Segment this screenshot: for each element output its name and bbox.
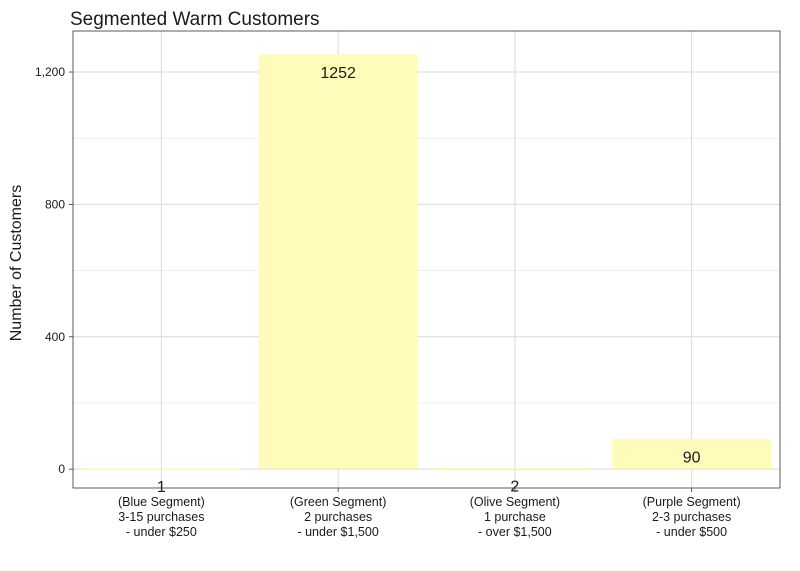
x-category-label: (Green Segment) 2 purchases - under $1,500 (290, 495, 387, 539)
data-label: 90 (683, 449, 701, 466)
x-category-labels: (Blue Segment) 3-15 purchases - under $250… (118, 488, 741, 539)
y-tick-labels: 0 400 800 1,200 (35, 65, 73, 476)
y-tick-label: 1,200 (35, 65, 65, 79)
bar (612, 438, 772, 469)
chart-title: Segmented Warm Customers (70, 9, 320, 30)
plot-panel-border (72, 30, 781, 489)
y-tick-label: 0 (58, 462, 65, 476)
y-tick-label: 400 (45, 330, 65, 344)
x-category-label: (Purple Segment) 2-3 purchases - under $50… (643, 495, 741, 539)
bar (435, 467, 595, 469)
bars (81, 54, 772, 470)
data-label: 1252 (320, 65, 356, 82)
data-label: 1 (157, 479, 166, 496)
grid-lines (73, 31, 780, 488)
x-category-label: (Blue Segment) 3-15 purchases - under $250 (118, 495, 205, 539)
bar (81, 468, 241, 470)
x-category-label: (Olive Segment) 1 purchase - over $1,500 (470, 495, 560, 539)
data-label: 2 (510, 478, 519, 495)
y-axis-label: Number of Customers (8, 185, 25, 342)
y-tick-label: 800 (45, 197, 65, 211)
bar (258, 54, 418, 469)
data-labels: 1 1252 2 90 (157, 65, 701, 496)
